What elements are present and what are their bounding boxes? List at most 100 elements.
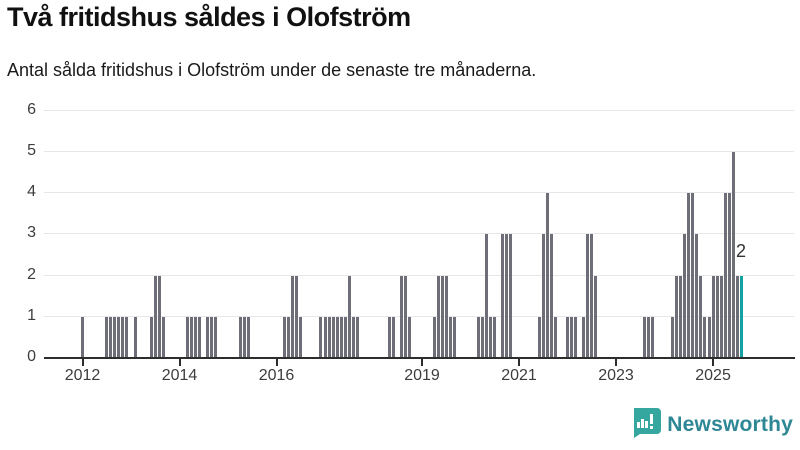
bar [590, 234, 594, 357]
bar [687, 193, 691, 357]
bar [190, 316, 194, 357]
bar [574, 316, 578, 357]
bar [481, 316, 485, 357]
bar [650, 316, 654, 357]
x-axis-label: 2021 [501, 367, 537, 384]
bar [570, 316, 574, 357]
bar [400, 275, 404, 357]
newsworthy-logo-text: Newsworthy [667, 413, 793, 436]
bar [582, 316, 586, 357]
bar [392, 316, 396, 357]
bar [566, 316, 570, 357]
bar [683, 234, 687, 357]
gridline [44, 233, 794, 235]
x-axis-label: 2023 [598, 367, 634, 384]
bar [81, 316, 84, 357]
bar [355, 316, 359, 357]
bar [295, 275, 299, 357]
bar [586, 234, 590, 357]
bar [485, 234, 489, 357]
x-axis-tick [275, 359, 278, 366]
y-axis-label: 6 [27, 100, 36, 118]
bar [477, 316, 481, 357]
x-axis-tick [712, 359, 715, 366]
bar [153, 275, 157, 357]
bar [642, 316, 646, 357]
gridline [44, 151, 794, 153]
bar [436, 275, 440, 357]
y-axis-label: 3 [27, 224, 36, 242]
bar [404, 275, 408, 357]
bar [186, 316, 190, 357]
bar [735, 275, 739, 357]
bar [549, 234, 553, 357]
y-axis-label: 4 [27, 183, 36, 201]
x-axis-tick [421, 359, 424, 366]
gridline [44, 109, 794, 111]
y-axis-label: 5 [27, 142, 36, 160]
chart-subtitle: Antal sålda fritidshus i Olofström under… [7, 60, 537, 80]
bar [214, 316, 218, 357]
x-axis-label: 2012 [64, 367, 101, 384]
bar [287, 316, 291, 357]
bar [509, 234, 513, 357]
bar [121, 316, 125, 357]
bar [707, 316, 711, 357]
bar [149, 316, 153, 357]
x-axis-label: 2014 [161, 367, 198, 384]
page-title: Två fritidshus såldes i Olofström [7, 2, 411, 32]
bar [545, 193, 549, 357]
bar [299, 316, 303, 357]
highlight-value-label: 2 [735, 241, 747, 261]
bar [444, 275, 448, 357]
x-axis-line [44, 357, 795, 359]
bar [452, 316, 456, 357]
bar [541, 234, 545, 357]
bar [327, 316, 331, 357]
bar [331, 316, 335, 357]
bar [194, 316, 198, 357]
x-axis-tick [518, 359, 521, 366]
bar [242, 316, 246, 357]
bar [505, 234, 509, 357]
bar [113, 316, 117, 357]
bar [493, 316, 497, 357]
bar [109, 316, 113, 357]
x-axis-tick [81, 359, 84, 366]
bar [351, 316, 355, 357]
bar [699, 275, 703, 357]
bar [715, 275, 719, 357]
bar [448, 316, 452, 357]
bar [719, 275, 723, 357]
bar [198, 316, 202, 357]
bar [408, 316, 412, 357]
bar [691, 193, 695, 357]
bar [125, 316, 129, 357]
bar [238, 316, 242, 357]
gridline [44, 274, 794, 276]
y-axis-label: 0 [27, 348, 36, 365]
newsworthy-logo[interactable]: Newsworthy [630, 407, 793, 443]
bar [675, 275, 679, 357]
bar [347, 275, 351, 357]
bar [671, 316, 675, 357]
bar [646, 316, 650, 357]
x-axis-label: 2025 [695, 367, 731, 384]
bar [283, 316, 287, 357]
bar [117, 316, 121, 357]
bar [157, 275, 161, 357]
bar [246, 316, 250, 357]
bar [291, 275, 295, 357]
gridline [44, 192, 794, 194]
bar [553, 316, 557, 357]
x-axis-tick [615, 359, 618, 366]
bar [210, 316, 214, 357]
bar [731, 152, 735, 357]
bar [723, 193, 727, 357]
x-axis-tick [178, 359, 181, 366]
bar [388, 316, 392, 357]
bar [679, 275, 683, 357]
bar [537, 316, 541, 357]
bar [105, 316, 109, 357]
